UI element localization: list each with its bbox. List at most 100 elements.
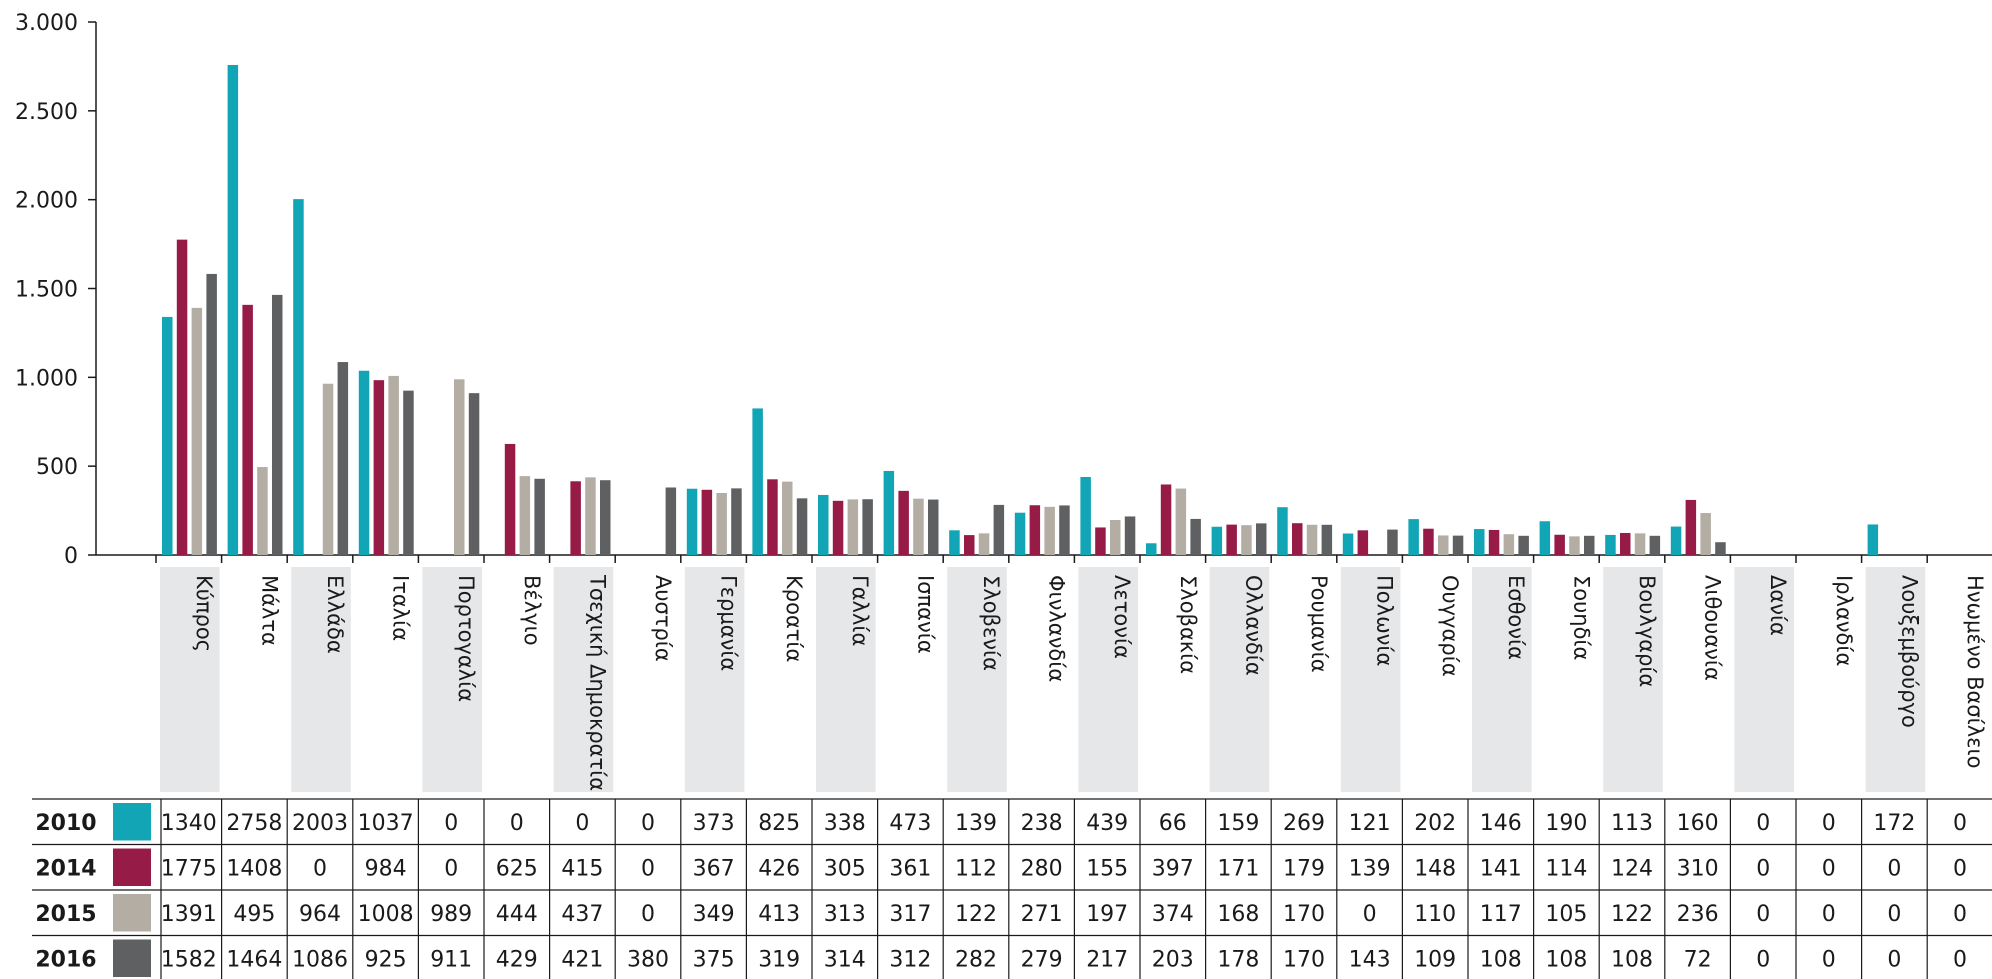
category-label: Βουλγαρία [1635,575,1659,687]
table-cell: 1582 [161,947,217,972]
category-label: Σλοβακία [1176,575,1200,674]
bar-2016-18 [1387,529,1398,555]
bar-2010-18 [1342,533,1354,555]
category-label: Λετονία [1110,575,1134,659]
table-cell: 217 [1086,947,1128,972]
table-cell: 146 [1480,811,1522,836]
category-label: Σλοβενία [979,575,1003,671]
table-cell: 473 [889,811,931,836]
bar-2010-16 [1211,526,1223,555]
bar-2015-9 [782,481,793,555]
bar-2010-8 [686,488,698,555]
bar-2015-19 [1438,535,1449,555]
legend-year-label: 2014 [35,856,96,881]
bar-2010-1 [227,64,239,555]
y-tick-label: 2.000 [15,189,78,214]
table-cell: 203 [1152,947,1194,972]
bar-2015-20 [1503,534,1515,555]
bar-2010-11 [883,470,895,555]
bar-2016-9 [796,498,808,555]
bar-2015-22 [1634,533,1646,555]
category-label: Πολωνία [1373,575,1397,666]
category-band [291,567,351,792]
table-cell: 0 [1953,811,1967,836]
table-cell: 66 [1159,811,1187,836]
category-label: Φινλανδία [1045,575,1069,682]
table-cell: 0 [1756,947,1770,972]
bar-2010-0 [162,316,173,555]
table-cell: 0 [641,856,655,881]
table-cell: 1340 [161,811,217,836]
y-tick-label: 1.500 [15,278,78,303]
table-cell: 964 [299,902,341,927]
y-tick-label: 3.000 [15,11,78,36]
category-label: Ηνωμένο Βασίλειο [1963,575,1987,768]
bar-2014-22 [1620,532,1631,555]
bar-2010-17 [1277,507,1288,555]
bar-2014-15 [1160,484,1172,555]
category-label: Πορτογαλία [454,575,478,702]
bar-2015-8 [716,492,727,555]
table-cell: 925 [365,947,407,972]
bar-2015-21 [1569,536,1580,555]
category-band [1603,567,1663,792]
table-cell: 282 [955,947,997,972]
category-label: Ρουμανία [1307,575,1331,673]
bar-2015-13 [1044,506,1055,555]
bar-2010-22 [1605,534,1616,555]
legend-swatch-2015 [113,894,151,932]
category-label: Σουηδία [1569,575,1593,660]
table-cell: 0 [1953,947,1967,972]
bar-2014-16 [1226,524,1237,555]
bar-2010-9 [752,408,763,555]
bar-2015-4 [454,379,465,555]
bar-2016-11 [928,499,939,555]
table-cell: 0 [444,811,458,836]
category-band [1078,567,1138,792]
table-cell: 305 [824,856,866,881]
table-cell: 349 [693,902,735,927]
bar-2015-11 [913,498,924,555]
table-cell: 271 [1021,902,1063,927]
table-cell: 1037 [358,811,414,836]
category-label: Βέλγιο [520,575,544,646]
category-label: Ιρλανδία [1832,575,1856,666]
bar-2015-14 [1110,519,1121,555]
bar-2015-6 [585,477,596,555]
category-band [684,567,745,792]
bar-2016-13 [1059,505,1070,555]
bar-2014-0 [176,239,188,555]
legend-swatch-2010 [113,803,151,841]
category-label: Ελλάδα [323,575,347,654]
bar-2014-19 [1423,528,1434,555]
bar-2015-0 [191,307,203,555]
table-cell: 0 [444,856,458,881]
table-cell: 122 [955,902,997,927]
bar-2016-5 [534,478,545,555]
bar-2016-14 [1124,516,1136,555]
bar-2016-7 [665,487,677,555]
table-cell: 429 [496,947,538,972]
table-cell: 110 [1414,902,1456,927]
category-band [553,567,614,792]
table-cell: 319 [758,947,800,972]
table-cell: 0 [1887,856,1901,881]
table-cell: 367 [693,856,735,881]
bar-2015-1 [257,467,268,555]
category-label: Ολλανδία [1241,575,1265,676]
category-label: Ισπανία [913,575,937,654]
y-tick-label: 0 [64,544,78,569]
table-cell: 105 [1545,902,1587,927]
bar-2015-3 [388,375,399,555]
bar-2016-3 [403,390,414,555]
bar-2014-10 [832,500,844,555]
table-cell: 113 [1611,811,1653,836]
bar-2016-21 [1584,535,1595,555]
table-cell: 314 [824,947,866,972]
table-cell: 312 [889,947,931,972]
legend-swatch-2016 [113,939,151,977]
bar-2014-21 [1554,534,1565,555]
table-cell: 0 [1887,947,1901,972]
